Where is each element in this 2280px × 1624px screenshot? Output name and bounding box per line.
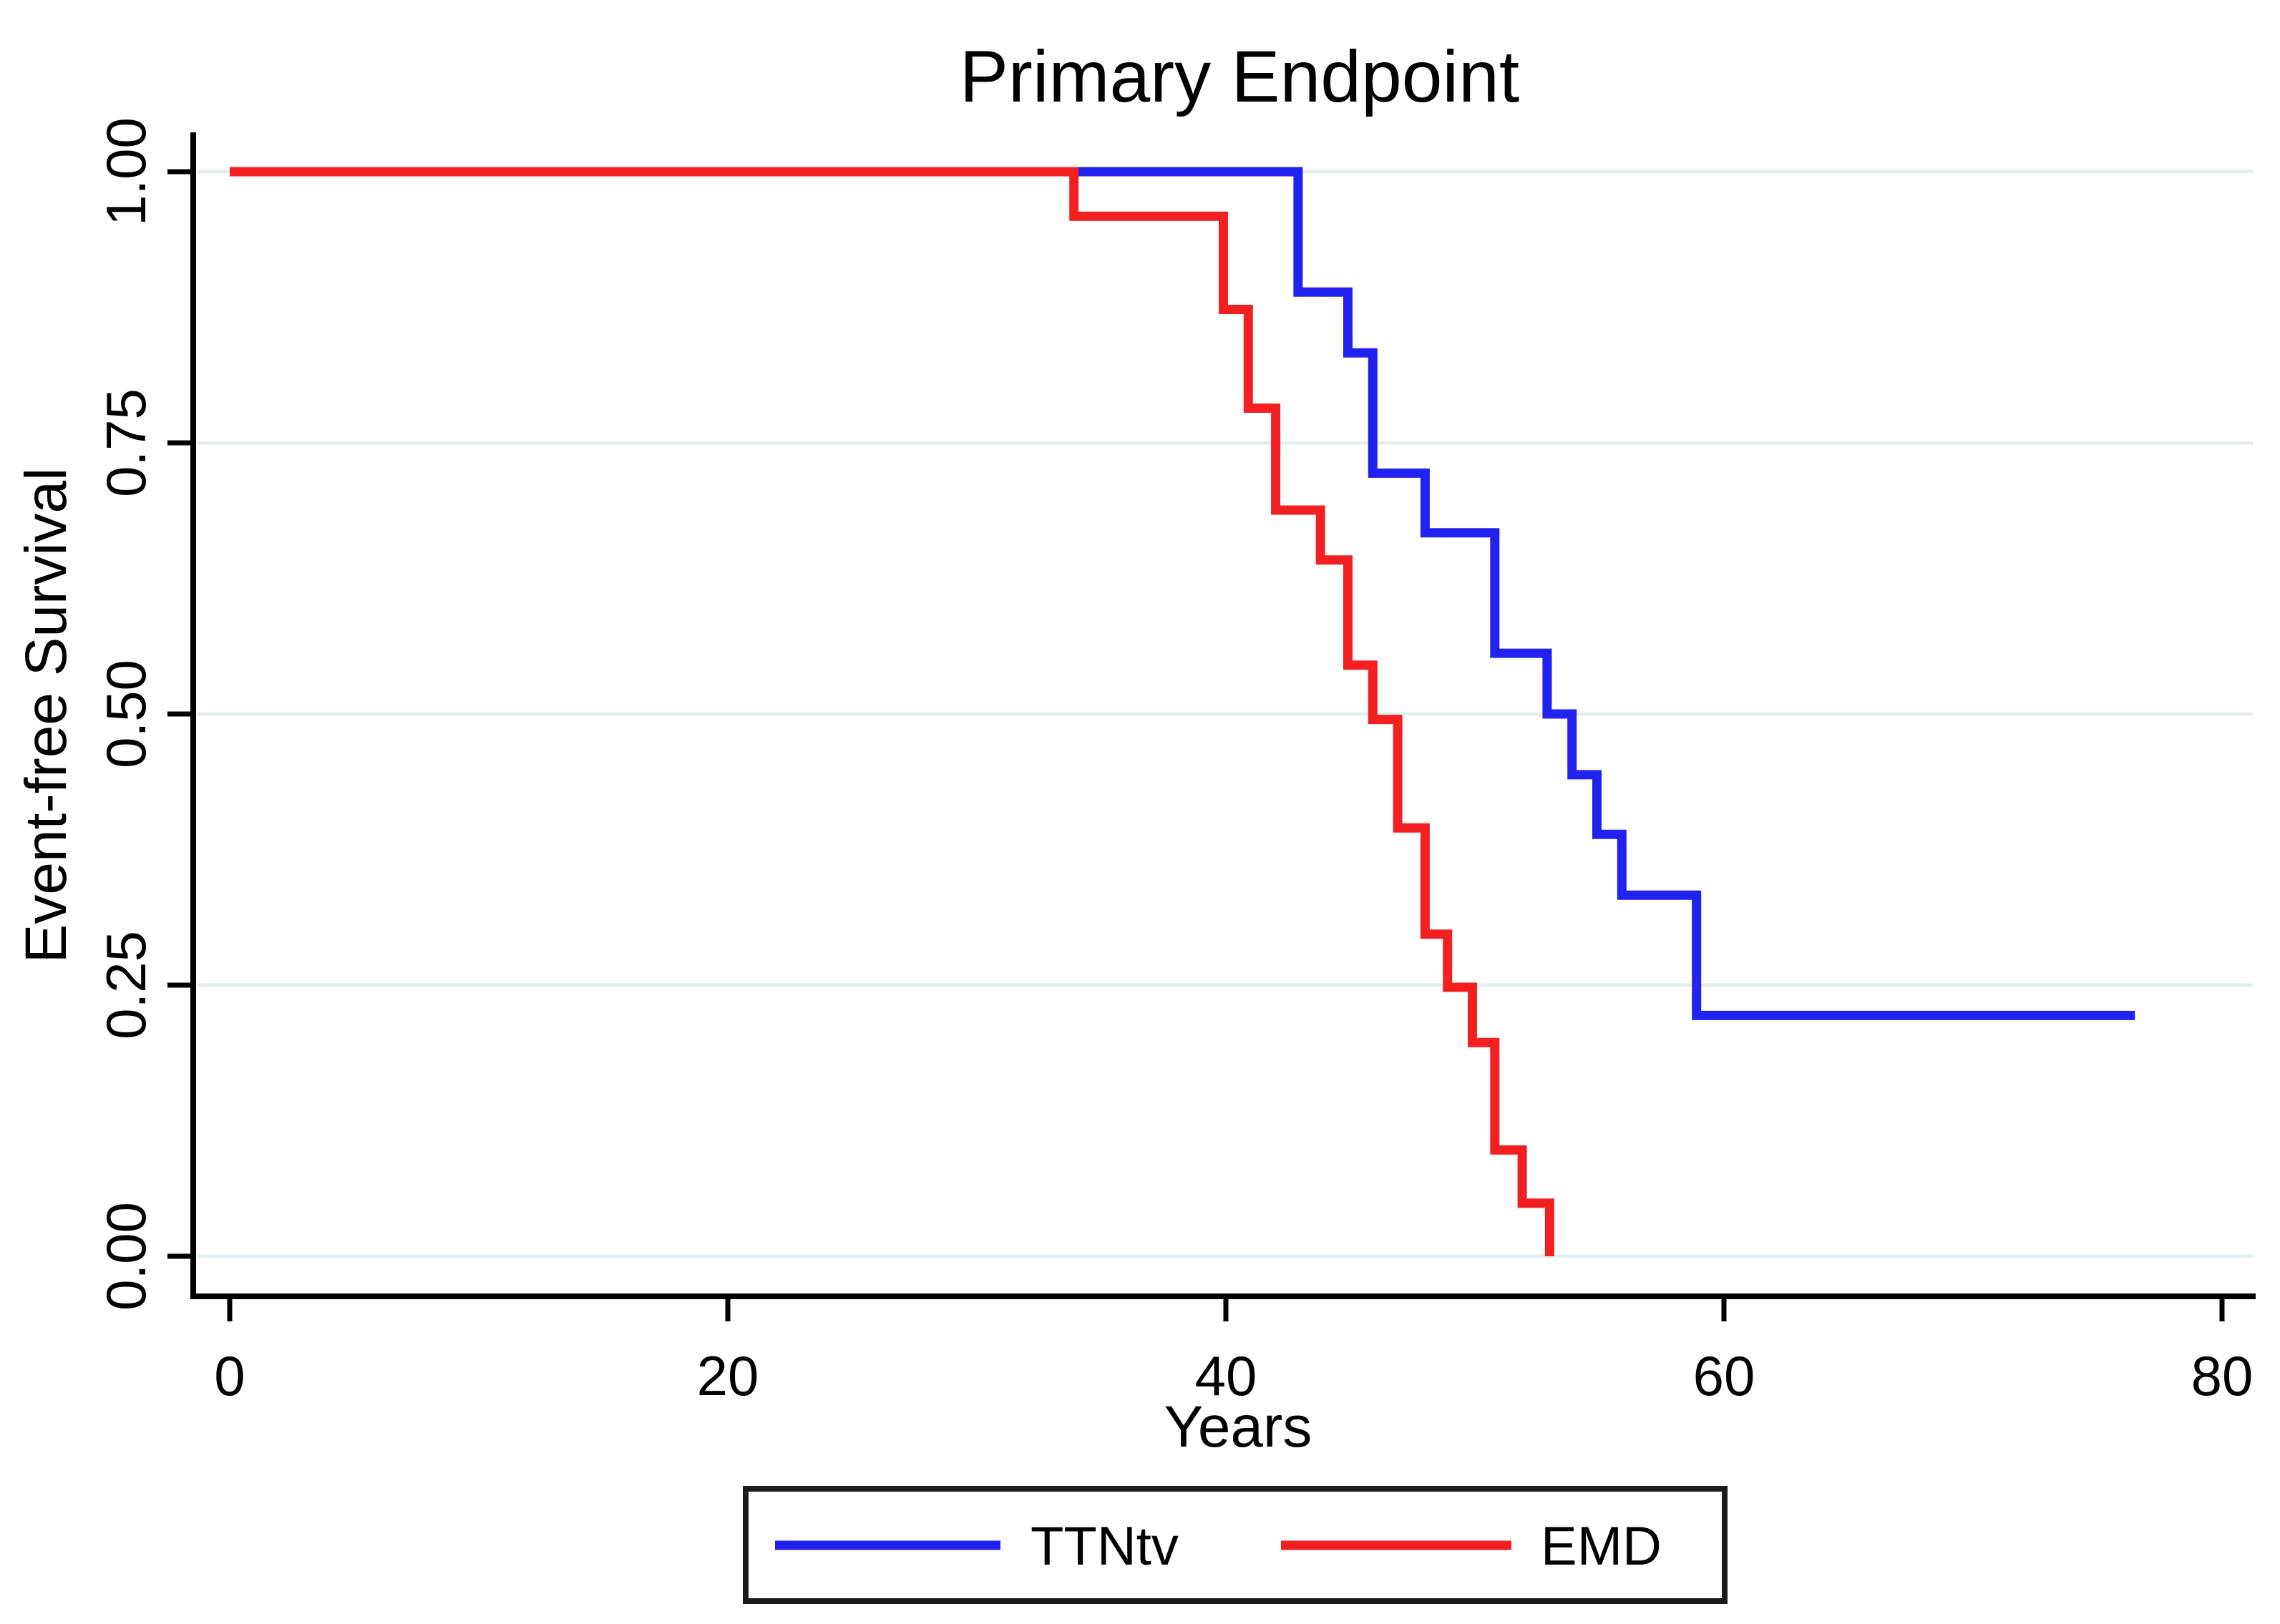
y-tick-label-0.75: 0.75 (94, 388, 157, 497)
y-axis-label: Event-free Survival (14, 468, 79, 964)
legend: TTNtv EMD (743, 1486, 1728, 1604)
legend-label-ttntv: TTNtv (1031, 1516, 1179, 1577)
survival-curve-emd (230, 167, 1554, 1256)
legend-label-emd: EMD (1541, 1516, 1662, 1577)
axes (190, 132, 2256, 1299)
x-axis-ticks: 0 20 40 60 80 (214, 1296, 2253, 1407)
y-tick-label-1.00: 1.00 (94, 117, 157, 226)
x-tick-label-80: 80 (2191, 1344, 2254, 1407)
gridlines (198, 170, 2253, 1258)
chart-title: Primary Endpoint (960, 36, 1519, 117)
series-curves (230, 167, 2135, 1256)
x-tick-label-20: 20 (697, 1344, 759, 1407)
x-tick-label-0: 0 (214, 1344, 245, 1407)
x-tick-label-40: 40 (1195, 1344, 1257, 1407)
y-axis-ticks: 0.00 0.25 0.50 0.75 1.00 (94, 117, 191, 1311)
survival-curve-ttntv (230, 167, 2135, 1020)
x-tick-label-60: 60 (1693, 1344, 1755, 1407)
y-tick-label-0.50: 0.50 (94, 660, 157, 768)
y-tick-label-0.25: 0.25 (94, 931, 157, 1040)
y-tick-label-0.00: 0.00 (94, 1202, 157, 1311)
x-axis-label: Years (1164, 1394, 1312, 1459)
